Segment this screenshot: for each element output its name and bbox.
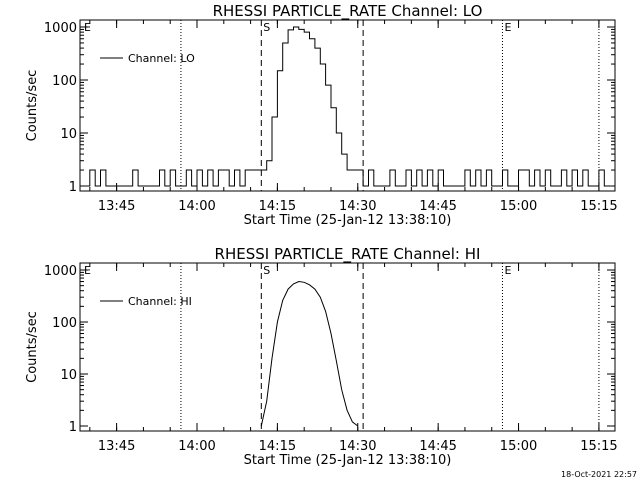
legend-label: Channel: HI xyxy=(128,295,192,308)
x-tick-label: 13:45 xyxy=(98,439,135,454)
x-tick-label: 14:30 xyxy=(339,439,376,454)
plot-frame xyxy=(79,19,616,192)
x-axis-label: Start Time (25-Jan-12 13:38:10) xyxy=(244,213,452,228)
event-marker: S xyxy=(263,21,270,34)
x-tick-label: 15:00 xyxy=(500,199,537,214)
x-axis-label: Start Time (25-Jan-12 13:38:10) xyxy=(244,453,452,468)
event-marker: E xyxy=(504,264,511,277)
y-axis-label: Counts/sec xyxy=(25,70,40,142)
y-tick-label: 1 xyxy=(69,180,77,195)
x-tick-label: 15:15 xyxy=(580,439,617,454)
x-tick-label: 15:15 xyxy=(580,199,617,214)
chart-panel-hi: RHESSI PARTICLE_RATE Channel: HI Counts/s… xyxy=(25,245,618,468)
footer-timestamp: 18-Oct-2021 22:57 xyxy=(561,470,637,479)
y-tick-label: 1000 xyxy=(44,264,77,279)
y-tick-label: 1000 xyxy=(44,21,77,36)
x-tick-label: 14:15 xyxy=(259,199,296,214)
x-tick-label: 15:00 xyxy=(500,439,537,454)
event-marker: E xyxy=(504,21,511,34)
event-marker: E xyxy=(84,264,91,277)
x-tick-label: 14:00 xyxy=(178,439,215,454)
chart-title: RHESSI PARTICLE_RATE Channel: HI xyxy=(215,245,481,264)
y-tick-label: 1 xyxy=(69,420,77,435)
event-marker: S xyxy=(263,264,270,277)
series-line-channel-lo xyxy=(84,26,610,187)
chart-title: RHESSI PARTICLE_RATE Channel: LO xyxy=(213,2,483,21)
x-tick-label: 14:00 xyxy=(178,199,215,214)
y-tick-label: 100 xyxy=(52,74,77,89)
event-marker: E xyxy=(84,21,91,34)
x-tick-label: 14:15 xyxy=(259,439,296,454)
x-tick-label: 14:45 xyxy=(419,199,456,214)
x-tick-label: 14:30 xyxy=(339,199,376,214)
y-tick-label: 100 xyxy=(52,316,77,331)
x-tick-label: 13:45 xyxy=(98,199,135,214)
y-tick-label: 10 xyxy=(60,368,77,383)
plot-frame xyxy=(79,262,616,432)
y-axis-label: Counts/sec xyxy=(25,311,40,383)
x-tick-label: 14:45 xyxy=(419,439,456,454)
chart-panel-lo: RHESSI PARTICLE_RATE Channel: LO Counts/s… xyxy=(25,2,618,228)
y-tick-label: 10 xyxy=(60,127,77,142)
series-line-channel-hi xyxy=(260,280,359,427)
legend-label: Channel: LO xyxy=(128,52,195,65)
